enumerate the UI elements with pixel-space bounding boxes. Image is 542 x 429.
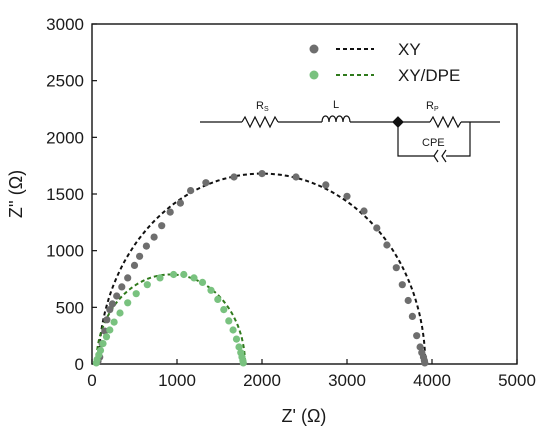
data-point-xy	[158, 222, 166, 230]
legend-label-xy: XY	[398, 40, 421, 59]
data-point-xy	[383, 241, 391, 249]
data-point-xydpe	[239, 359, 247, 367]
data-point-xydpe	[106, 326, 114, 334]
x-tick-label: 0	[87, 371, 96, 390]
data-point-xydpe	[96, 346, 105, 354]
data-point-xy	[230, 173, 238, 181]
data-point-xydpe	[207, 286, 215, 294]
x-tick-label: 4000	[413, 371, 451, 390]
y-axis-ticks: 0 500 1000 1500 2000 2500 3000	[46, 15, 97, 374]
data-point-xy	[103, 316, 111, 324]
y-tick-label: 1500	[46, 185, 84, 204]
data-point-xy	[408, 312, 416, 320]
y-tick-label: 2500	[46, 72, 84, 91]
data-point-xydpe	[190, 274, 198, 282]
legend-marker-xydpe	[309, 70, 319, 80]
data-point-xy	[142, 242, 150, 250]
circuit-label-rp: R	[426, 100, 434, 112]
data-point-xy	[322, 181, 330, 189]
y-tick-label: 2000	[46, 128, 84, 147]
data-point-xydpe	[180, 270, 188, 279]
circuit-label-rp-sub: P	[434, 106, 439, 113]
data-points	[92, 170, 429, 367]
data-point-xydpe	[229, 326, 237, 334]
y-tick-label: 1000	[46, 242, 84, 261]
inductor-l-symbol	[321, 115, 351, 123]
y-tick-label: 500	[56, 298, 84, 317]
data-point-xy	[416, 343, 424, 351]
cpe-branch-wire-right	[446, 122, 471, 157]
fit-lines	[95, 172, 427, 365]
x-tick-label: 1000	[158, 371, 196, 390]
circuit-labels: R S L R P CPE	[256, 99, 445, 149]
data-point-xydpe	[214, 295, 222, 303]
data-point-xy	[373, 224, 381, 232]
data-point-xydpe	[220, 306, 228, 314]
data-point-xy	[187, 187, 195, 195]
data-point-xy	[413, 332, 421, 340]
data-point-xydpe	[235, 343, 243, 351]
data-point-xy	[106, 306, 114, 314]
data-point-xydpe	[156, 274, 164, 282]
resistor-rp-symbol	[429, 115, 462, 129]
data-point-xydpe	[116, 309, 124, 317]
data-point-xy	[130, 261, 139, 269]
data-point-xy	[398, 281, 406, 289]
data-point-xy	[108, 300, 116, 308]
data-point-xy	[360, 207, 368, 215]
data-point-xydpe	[232, 335, 241, 343]
data-point-xy	[421, 359, 429, 367]
circuit-label-rs-sub: S	[264, 106, 269, 113]
data-point-xy	[124, 274, 132, 282]
data-point-xydpe	[110, 318, 118, 326]
data-point-xy	[176, 199, 184, 207]
x-tick-label: 5000	[498, 371, 536, 390]
x-tick-label: 2000	[243, 371, 281, 390]
x-axis-ticks: 0 1000 2000 3000 4000 5000	[87, 359, 536, 390]
fit-line-xy	[97, 172, 427, 365]
data-point-xy	[343, 192, 351, 200]
data-point-xy	[202, 179, 210, 187]
data-point-xy	[258, 170, 266, 178]
cpe-symbol-left	[433, 149, 439, 163]
circuit-label-rs: R	[256, 100, 264, 112]
cpe-branch-wire	[397, 122, 434, 157]
legend-label-xydpe: XY/DPE	[398, 66, 460, 85]
y-axis-title: Z'' (Ω)	[6, 170, 26, 218]
data-point-xy	[404, 296, 412, 305]
data-point-xy	[118, 283, 126, 291]
data-point-xydpe	[198, 278, 207, 286]
data-point-xy	[113, 292, 121, 300]
data-point-xy	[292, 173, 300, 181]
data-point-xydpe	[102, 333, 111, 341]
data-point-xydpe	[132, 290, 140, 298]
data-point-xy	[392, 264, 400, 272]
data-point-xydpe	[99, 340, 107, 348]
legend: XY XY/DPE	[309, 40, 460, 85]
data-point-xy	[166, 208, 174, 216]
equivalent-circuit	[200, 115, 500, 163]
circuit-label-cpe: CPE	[422, 137, 445, 149]
circuit-label-l: L	[333, 99, 339, 111]
y-tick-label: 0	[75, 355, 84, 374]
y-tick-label: 3000	[46, 15, 84, 34]
x-axis-title: Z' (Ω)	[282, 406, 327, 426]
data-point-xy	[136, 252, 144, 260]
data-point-xydpe	[124, 299, 132, 307]
data-point-xydpe	[143, 281, 151, 289]
data-point-xy	[150, 233, 158, 241]
cpe-symbol-right	[441, 149, 447, 163]
legend-marker-xy	[309, 44, 319, 54]
resistor-rs-symbol	[241, 115, 279, 129]
data-point-xydpe	[170, 270, 178, 279]
data-point-xydpe	[225, 317, 233, 325]
x-tick-label: 3000	[328, 371, 366, 390]
